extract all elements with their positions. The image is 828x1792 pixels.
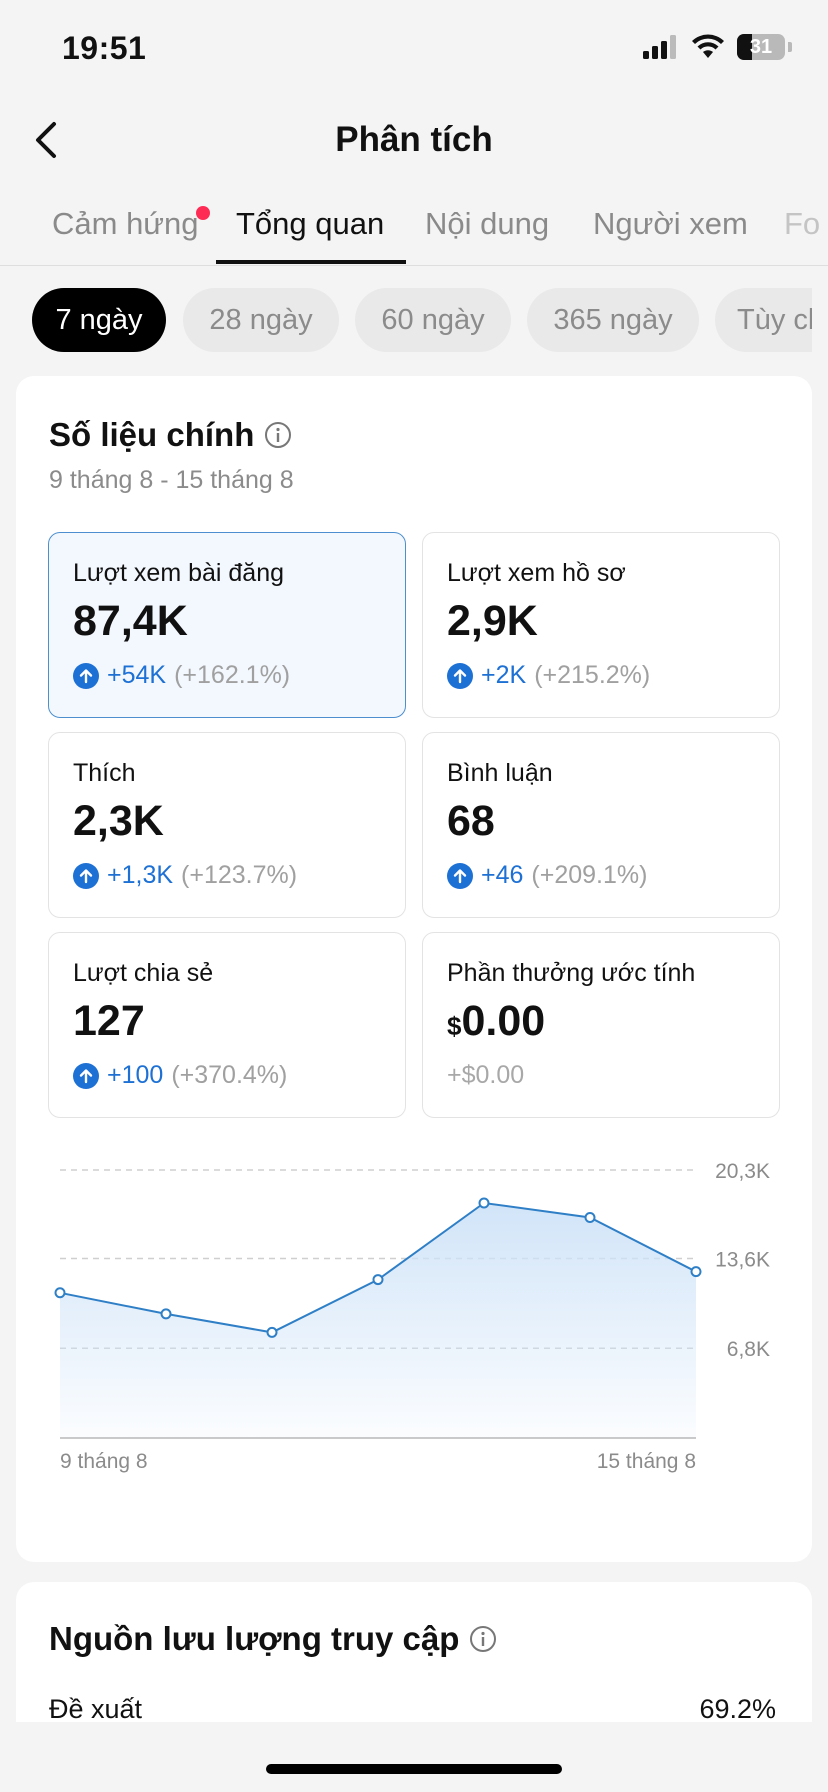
chart-area (60, 1203, 696, 1438)
range-28-days[interactable]: 28 ngày (183, 288, 339, 352)
metric-label: Phần thưởng ước tính (447, 959, 696, 987)
delta-value: +100 (107, 1061, 164, 1089)
info-icon[interactable] (264, 421, 292, 449)
tab-bar: Cảm hứng Tổng quan Nội dung Người xem Fo (0, 190, 828, 266)
arrow-up-icon (73, 662, 99, 689)
metric-label: Lượt chia sẻ (73, 959, 214, 987)
metric-value-number: 0.00 (461, 997, 546, 1045)
metric-post-views[interactable]: Lượt xem bài đăng 87,4K +54K (+162.1%) (48, 532, 406, 718)
metric-delta: +54K (+162.1%) (73, 661, 290, 690)
metric-profile-views[interactable]: Lượt xem hồ sơ 2,9K +2K (+215.2%) (422, 532, 780, 718)
wifi-icon (692, 34, 724, 58)
delta-percent: (+370.4%) (171, 1061, 288, 1089)
date-range-chips: 7 ngày 28 ngày 60 ngày 365 ngày Tùy ch (32, 288, 812, 354)
delta-percent: (+215.2%) (534, 661, 651, 689)
battery-tip (788, 42, 792, 52)
data-point[interactable] (54, 1287, 66, 1299)
delta-value: +1,3K (107, 861, 174, 889)
delta-value: +2K (481, 661, 527, 689)
currency-symbol: $ (447, 1011, 462, 1041)
key-metrics-title: Số liệu chính (49, 416, 292, 454)
notification-dot (196, 206, 210, 220)
metric-value: $0.00 (447, 997, 545, 1046)
tab-viewers[interactable]: Người xem (593, 206, 748, 241)
home-indicator[interactable] (266, 1764, 562, 1774)
battery-level: 31 (749, 35, 773, 58)
signal-icon (643, 35, 676, 59)
metric-delta: +1,3K (+123.7%) (73, 861, 297, 890)
metric-value: 87,4K (73, 597, 188, 645)
arrow-up-icon (73, 862, 99, 889)
metric-delta: +100 (+370.4%) (73, 1061, 287, 1090)
delta-value: +46 (481, 861, 524, 889)
post-views-chart: 20,3K 13,6K 6,8K 9 tháng 8 15 tháng 8 (54, 1160, 770, 1473)
tab-inspiration[interactable]: Cảm hứng (52, 206, 199, 241)
delta-percent: (+162.1%) (174, 661, 291, 689)
y-tick-label: 6,8K (727, 1338, 770, 1361)
metric-label: Lượt xem hồ sơ (447, 559, 626, 587)
metric-label: Bình luận (447, 759, 553, 787)
metric-label: Lượt xem bài đăng (73, 559, 285, 587)
delta-percent: (+209.1%) (531, 861, 648, 889)
active-tab-indicator (216, 260, 406, 264)
y-tick-label: 20,3K (715, 1160, 770, 1183)
date-range-text: 9 tháng 8 - 15 tháng 8 (49, 466, 294, 494)
data-point[interactable] (584, 1212, 596, 1224)
x-label-start: 9 tháng 8 (60, 1450, 148, 1473)
traffic-sources-title: Nguồn lưu lượng truy cập (49, 1620, 497, 1658)
data-point[interactable] (372, 1274, 384, 1286)
arrow-up-icon (73, 1062, 99, 1089)
metric-likes[interactable]: Thích 2,3K +1,3K (+123.7%) (48, 732, 406, 918)
tab-overview[interactable]: Tổng quan (236, 206, 385, 241)
metric-value: 127 (73, 997, 145, 1045)
metric-value: 68 (447, 797, 495, 845)
key-metrics-title-text: Số liệu chính (49, 416, 255, 453)
page-title: Phân tích (335, 120, 493, 159)
info-icon[interactable] (469, 1625, 497, 1653)
metric-delta: +2K (+215.2%) (447, 661, 650, 690)
range-60-days[interactable]: 60 ngày (355, 288, 511, 352)
key-metrics-card: Số liệu chính 9 tháng 8 - 15 tháng 8 Lượ… (16, 376, 812, 1562)
chevron-left-icon (36, 122, 56, 158)
data-point[interactable] (478, 1197, 490, 1209)
y-tick-label: 13,6K (715, 1248, 770, 1271)
metric-value: 2,9K (447, 597, 538, 645)
delta-percent: (+123.7%) (181, 861, 298, 889)
battery-icon: 31 (737, 34, 785, 60)
data-point[interactable] (266, 1326, 278, 1338)
traffic-source-value: 69.2% (699, 1694, 776, 1724)
back-button[interactable] (24, 118, 68, 162)
metric-delta: +46 (+209.1%) (447, 861, 647, 890)
bottom-safe-area (0, 1722, 828, 1792)
metric-value: 2,3K (73, 797, 164, 845)
header: Phân tích (0, 100, 828, 180)
range-custom[interactable]: Tùy ch (715, 288, 812, 352)
arrow-up-icon (447, 662, 473, 689)
range-7-days[interactable]: 7 ngày (32, 288, 166, 352)
tab-followers[interactable]: Fo (784, 206, 821, 241)
status-icons: 31 (643, 34, 792, 60)
traffic-sources-title-text: Nguồn lưu lượng truy cập (49, 1620, 460, 1657)
status-time: 19:51 (62, 30, 147, 66)
tab-content[interactable]: Nội dung (425, 206, 550, 241)
delta-value: +$0.00 (447, 1061, 525, 1089)
data-point[interactable] (160, 1308, 172, 1320)
data-point[interactable] (690, 1266, 702, 1278)
metric-shares[interactable]: Lượt chia sẻ 127 +100 (+370.4%) (48, 932, 406, 1118)
metric-estimated-rewards[interactable]: Phần thưởng ước tính $0.00 +$0.00 (422, 932, 780, 1118)
range-365-days[interactable]: 365 ngày (527, 288, 699, 352)
metric-label: Thích (73, 759, 136, 787)
arrow-up-icon (447, 862, 473, 889)
delta-value: +54K (107, 661, 167, 689)
x-label-end: 15 tháng 8 (597, 1450, 696, 1473)
traffic-source-label: Đề xuất (49, 1694, 143, 1724)
status-bar: 19:51 31 (0, 0, 828, 100)
metric-comments[interactable]: Bình luận 68 +46 (+209.1%) (422, 732, 780, 918)
metric-delta: +$0.00 (447, 1061, 524, 1090)
